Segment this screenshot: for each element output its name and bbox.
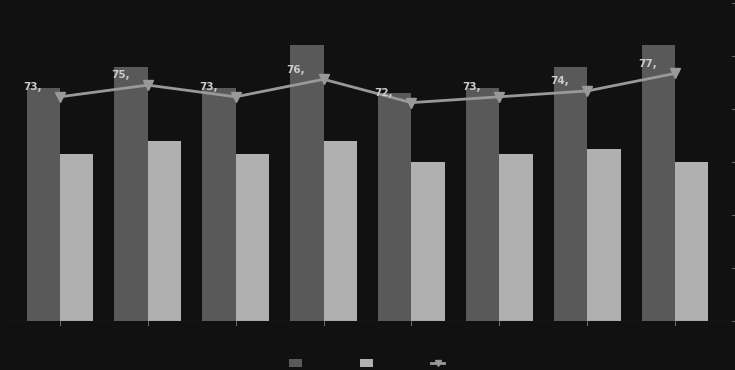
- Bar: [115, 67, 148, 322]
- Text: 73,: 73,: [462, 82, 481, 92]
- Text: 73,: 73,: [23, 82, 42, 92]
- Bar: [466, 88, 499, 322]
- Bar: [202, 88, 236, 322]
- Text: 77,: 77,: [638, 59, 657, 69]
- Text: 73,: 73,: [198, 82, 218, 92]
- Legend: , , : , ,: [284, 354, 451, 370]
- Bar: [26, 88, 60, 322]
- Bar: [378, 93, 412, 322]
- Bar: [290, 45, 323, 322]
- Bar: [236, 154, 269, 322]
- Bar: [675, 162, 709, 322]
- Bar: [60, 154, 93, 322]
- Bar: [553, 67, 587, 322]
- Bar: [412, 162, 445, 322]
- Bar: [499, 154, 533, 322]
- Bar: [323, 141, 357, 322]
- Bar: [642, 45, 675, 322]
- Text: 75,: 75,: [111, 70, 129, 80]
- Bar: [148, 141, 182, 322]
- Text: 76,: 76,: [287, 65, 305, 75]
- Text: 72,: 72,: [375, 88, 393, 98]
- Text: 74,: 74,: [551, 76, 569, 86]
- Bar: [587, 149, 620, 322]
